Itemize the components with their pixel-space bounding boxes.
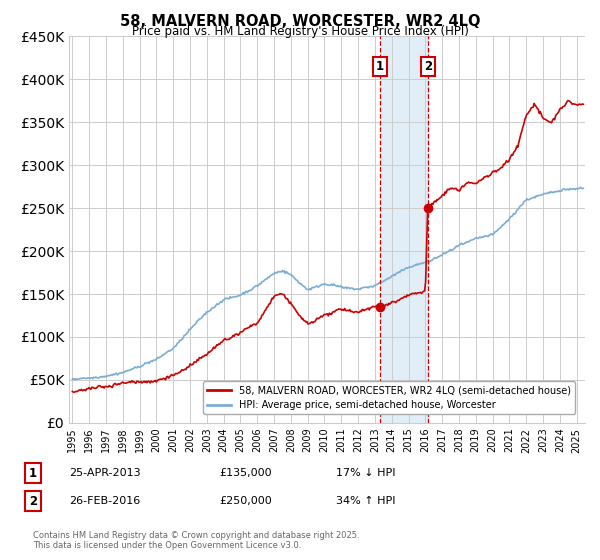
58, MALVERN ROAD, WORCESTER, WR2 4LQ (semi-detached house) [565,97,572,104]
Text: 26-FEB-2016: 26-FEB-2016 [69,496,140,506]
Text: 1: 1 [29,466,37,480]
Text: Price paid vs. HM Land Registry's House Price Index (HPI): Price paid vs. HM Land Registry's House … [131,25,469,38]
Line: HPI: Average price, semi-detached house, Worcester: HPI: Average price, semi-detached house,… [73,188,583,380]
58, MALVERN ROAD, WORCESTER, WR2 4LQ (semi-detached house) [569,100,577,107]
Text: 25-APR-2013: 25-APR-2013 [69,468,140,478]
Legend: 58, MALVERN ROAD, WORCESTER, WR2 4LQ (semi-detached house), HPI: Average price, : 58, MALVERN ROAD, WORCESTER, WR2 4LQ (se… [203,381,575,414]
Text: 34% ↑ HPI: 34% ↑ HPI [336,496,395,506]
HPI: Average price, semi-detached house, Worcester: (2e+03, 4.98e+04): Average price, semi-detached house, Worc… [71,377,78,384]
HPI: Average price, semi-detached house, Worcester: (2e+03, 5.08e+04): Average price, semi-detached house, Worc… [69,376,76,382]
Text: 58, MALVERN ROAD, WORCESTER, WR2 4LQ: 58, MALVERN ROAD, WORCESTER, WR2 4LQ [120,14,480,29]
HPI: Average price, semi-detached house, Worcester: (2.01e+03, 1.61e+05): Average price, semi-detached house, Worc… [374,281,381,287]
58, MALVERN ROAD, WORCESTER, WR2 4LQ (semi-detached house) [580,101,587,108]
58, MALVERN ROAD, WORCESTER, WR2 4LQ (semi-detached house) [374,302,381,309]
58, MALVERN ROAD, WORCESTER, WR2 4LQ (semi-detached house) [488,169,496,175]
58, MALVERN ROAD, WORCESTER, WR2 4LQ (semi-detached house) [71,389,78,395]
58, MALVERN ROAD, WORCESTER, WR2 4LQ (semi-detached house) [346,306,353,313]
HPI: Average price, semi-detached house, Worcester: (2.02e+03, 2.19e+05): Average price, semi-detached house, Worc… [488,231,496,238]
HPI: Average price, semi-detached house, Worcester: (2.03e+03, 2.74e+05): Average price, semi-detached house, Worc… [577,184,584,191]
HPI: Average price, semi-detached house, Worcester: (2.03e+03, 2.73e+05): Average price, semi-detached house, Worc… [580,185,587,192]
HPI: Average price, semi-detached house, Worcester: (2.01e+03, 1.59e+05): Average price, semi-detached house, Worc… [316,283,323,290]
Text: £135,000: £135,000 [219,468,272,478]
Text: 2: 2 [424,60,432,73]
Text: £250,000: £250,000 [219,496,272,506]
HPI: Average price, semi-detached house, Worcester: (2.01e+03, 1.59e+05): Average price, semi-detached house, Worc… [313,283,320,290]
Text: 17% ↓ HPI: 17% ↓ HPI [336,468,395,478]
Text: 2: 2 [29,494,37,508]
58, MALVERN ROAD, WORCESTER, WR2 4LQ (semi-detached house) [316,315,323,321]
Text: 1: 1 [376,60,384,73]
Line: 58, MALVERN ROAD, WORCESTER, WR2 4LQ (semi-detached house): 58, MALVERN ROAD, WORCESTER, WR2 4LQ (se… [73,101,583,392]
HPI: Average price, semi-detached house, Worcester: (2.02e+03, 2.72e+05): Average price, semi-detached house, Worc… [568,186,575,193]
58, MALVERN ROAD, WORCESTER, WR2 4LQ (semi-detached house) [69,388,76,395]
HPI: Average price, semi-detached house, Worcester: (2.01e+03, 1.56e+05): Average price, semi-detached house, Worc… [346,286,353,292]
Text: Contains HM Land Registry data © Crown copyright and database right 2025.
This d: Contains HM Land Registry data © Crown c… [33,530,359,550]
58, MALVERN ROAD, WORCESTER, WR2 4LQ (semi-detached house) [313,316,320,323]
